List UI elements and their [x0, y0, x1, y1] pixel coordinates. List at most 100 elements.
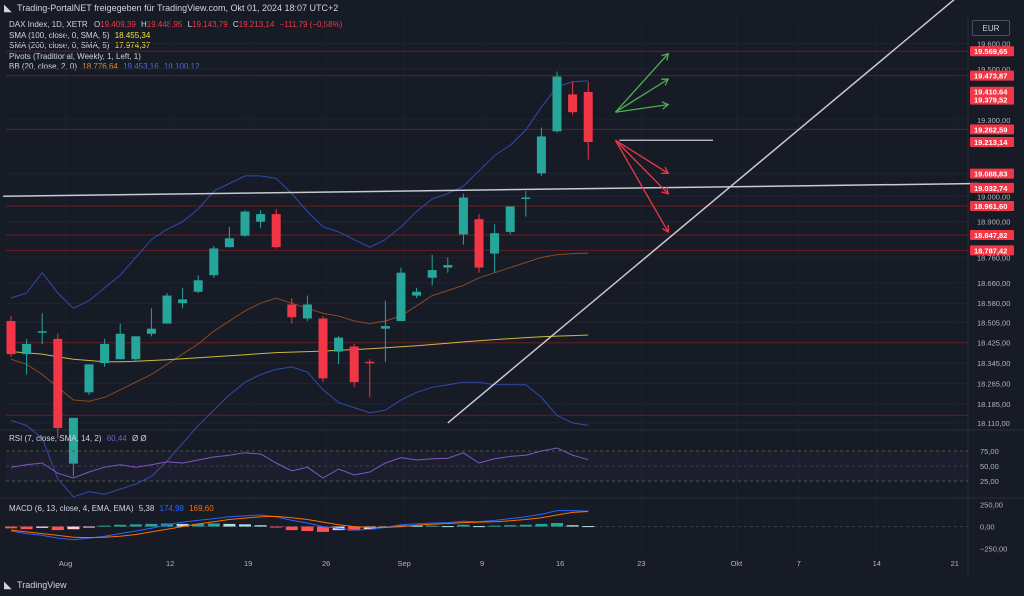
- header-title: Trading-PortalNET freigegeben für Tradin…: [17, 3, 339, 13]
- price-tag-label: 19.410,64: [974, 88, 1008, 97]
- bb-upper-line: [10, 80, 589, 309]
- price-tag-label: 19.262,59: [974, 125, 1007, 134]
- legend-close: C19.213,14: [232, 20, 275, 29]
- red-arrow-head: [661, 166, 670, 174]
- candle-body: [240, 211, 250, 236]
- price-tick-label: 18.760,00: [977, 253, 1010, 262]
- price-tick-label: 18.660,00: [977, 279, 1010, 288]
- candle-body: [412, 291, 422, 296]
- price-tick-label: 18.185,00: [977, 400, 1010, 409]
- price-tick-label: 18.345,00: [977, 359, 1010, 368]
- time-tick-label: 23: [637, 559, 645, 568]
- candle-body: [490, 233, 500, 254]
- candle-body: [552, 76, 562, 132]
- candle-body: [583, 92, 593, 142]
- currency-button[interactable]: EUR: [972, 20, 1010, 36]
- legend-symbol[interactable]: DAX Index, 1D, XETR: [9, 20, 88, 29]
- candle-body: [84, 364, 94, 393]
- green-arrow: [614, 53, 669, 113]
- price-tag-label: 19.379,52: [974, 96, 1007, 105]
- macd-hist-bar: [98, 525, 111, 527]
- candle-body: [131, 336, 141, 360]
- macd-hist-bar: [348, 526, 361, 531]
- macd-hist-bar: [254, 525, 267, 527]
- macd-hist-bar: [36, 526, 49, 528]
- macd-legend[interactable]: MACD (6, 13, close, 4, EMA, EMA) 5,38 17…: [9, 504, 214, 513]
- macd-hist-bar: [504, 525, 517, 527]
- green-arrow: [615, 78, 669, 113]
- price-tag-badge: [970, 230, 1014, 241]
- bb-lower-line: [10, 366, 589, 498]
- macd-hist-bar: [410, 525, 423, 527]
- candle-body: [22, 343, 32, 355]
- price-tag-badge: [970, 94, 1014, 105]
- green-arrow-head: [661, 52, 670, 61]
- price-tag-badge: [970, 168, 1014, 179]
- candle-body: [162, 295, 172, 324]
- candle-body: [443, 265, 453, 268]
- macd-signal-line: [10, 511, 589, 539]
- trend-line: [3, 182, 979, 198]
- macd-hist-bar: [176, 523, 189, 527]
- macd-hist-bar: [301, 526, 314, 531]
- legend-sma100[interactable]: SMA (100, close, 0, SMA, 5) 18.455,34: [9, 30, 151, 40]
- candle-body: [53, 338, 63, 428]
- red-arrow-head: [661, 224, 670, 233]
- macd-tick-label: −250,00: [980, 545, 1007, 554]
- candle-body: [521, 197, 531, 200]
- macd-hist-bar: [192, 523, 205, 527]
- candle-body: [193, 280, 203, 292]
- macd-hist-bar: [426, 525, 439, 527]
- tradingview-logo-icon: ◣: [4, 3, 12, 14]
- time-tick-label: 26: [322, 559, 330, 568]
- candle-body: [334, 337, 344, 352]
- legend-sma200[interactable]: SMA (200, close, 0, SMA, 5) 17.974,37: [9, 41, 151, 50]
- legend-bb[interactable]: BB (20, close, 2, 0) 18.776,64 19.453,16…: [9, 62, 200, 71]
- red-arrow: [615, 139, 669, 174]
- green-arrow-head: [661, 101, 670, 110]
- candle-body: [37, 331, 47, 333]
- macd-hist-bar: [551, 523, 563, 527]
- price-tick-label: 19.600,00: [977, 39, 1010, 48]
- macd-hist-bar: [519, 524, 532, 527]
- time-tick-label: 21: [951, 559, 959, 568]
- legend-pivots[interactable]: Pivots (Traditional, Weekly, 1, Left, 1): [9, 51, 141, 61]
- macd-hist-bar: [270, 526, 283, 528]
- price-tag-badge: [970, 86, 1014, 97]
- red-arrow: [614, 139, 669, 233]
- macd-hist-bar: [5, 526, 17, 529]
- bb-basis-line: [10, 252, 589, 402]
- macd-hist-bar: [473, 526, 485, 528]
- price-tag-badge: [970, 124, 1014, 135]
- macd-hist-bar: [20, 526, 33, 530]
- candle-body: [318, 318, 328, 379]
- price-tag-label: 18.787,42: [974, 246, 1007, 255]
- candle-body: [365, 361, 375, 364]
- price-tick-label: 19.000,00: [977, 192, 1010, 201]
- red-arrow-head: [661, 186, 670, 195]
- price-tag-badge: [970, 46, 1014, 57]
- macd-hist-bar: [441, 526, 454, 528]
- candle-body: [100, 343, 110, 364]
- time-tick-label: 9: [480, 559, 484, 568]
- macd-tick-label: 0,00: [980, 523, 995, 532]
- green-arrow: [615, 103, 669, 113]
- candle-body: [568, 94, 578, 113]
- time-tick-label: Aug: [59, 559, 72, 568]
- price-tick-label: 19.500,00: [977, 65, 1010, 74]
- time-tick-label: 12: [166, 559, 174, 568]
- price-tick-label: 18.900,00: [977, 218, 1010, 227]
- candle-body: [224, 238, 234, 248]
- macd-hist-bar: [207, 523, 220, 527]
- rsi-tick-label: 75,00: [980, 447, 999, 456]
- macd-hist-bar: [457, 524, 470, 527]
- sma100-line: [10, 334, 589, 363]
- rsi-legend[interactable]: RSI (7, close, SMA, 14, 2) 60,44 Ø Ø: [9, 434, 147, 443]
- price-tag-badge: [970, 136, 1014, 147]
- time-tick-label: Okt: [731, 559, 744, 568]
- macd-hist-bar: [582, 526, 595, 528]
- price-tick-label: 18.425,00: [977, 339, 1010, 348]
- candle-body: [146, 328, 156, 334]
- candle-body: [349, 346, 359, 383]
